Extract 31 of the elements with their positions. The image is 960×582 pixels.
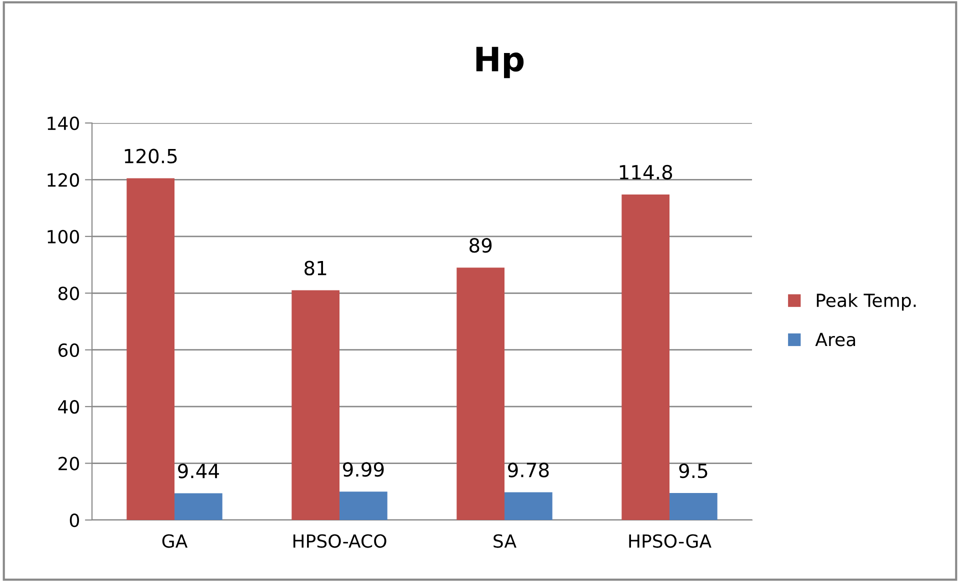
legend-label: Peak Temp. <box>816 293 916 311</box>
data-label: 9.5 <box>679 463 708 478</box>
bar <box>292 290 340 520</box>
y-tick-label: 140 <box>48 116 79 130</box>
bar <box>456 268 504 520</box>
y-tick-label: 0 <box>70 513 79 528</box>
bar <box>622 194 670 520</box>
y-tick-label: 100 <box>48 230 79 244</box>
data-label: 9.78 <box>508 462 549 478</box>
y-tick-label: 120 <box>48 173 79 187</box>
bar <box>504 492 552 520</box>
bar <box>670 493 718 520</box>
y-tick-label: 40 <box>58 400 79 414</box>
y-tick-label: 80 <box>58 286 79 300</box>
y-tick-label: 20 <box>58 456 79 470</box>
x-tick-label: HPSO-ACO <box>293 534 386 548</box>
data-label: 9.44 <box>178 464 219 478</box>
bar <box>340 492 388 520</box>
x-tick-label: SA <box>494 534 516 548</box>
data-label: 120.5 <box>124 148 177 164</box>
chart-title: Hp <box>476 46 524 78</box>
data-label: 89 <box>470 238 492 253</box>
data-label: 81 <box>304 260 326 276</box>
bar <box>174 493 222 520</box>
bar <box>126 178 174 520</box>
y-tick-label: 60 <box>58 343 79 357</box>
data-label: 114.8 <box>620 164 672 180</box>
data-label: 9.99 <box>343 462 384 477</box>
x-tick-label: GA <box>162 534 188 548</box>
legend-label: Area <box>815 332 856 346</box>
x-tick-label: HPSO-GA <box>629 534 712 548</box>
